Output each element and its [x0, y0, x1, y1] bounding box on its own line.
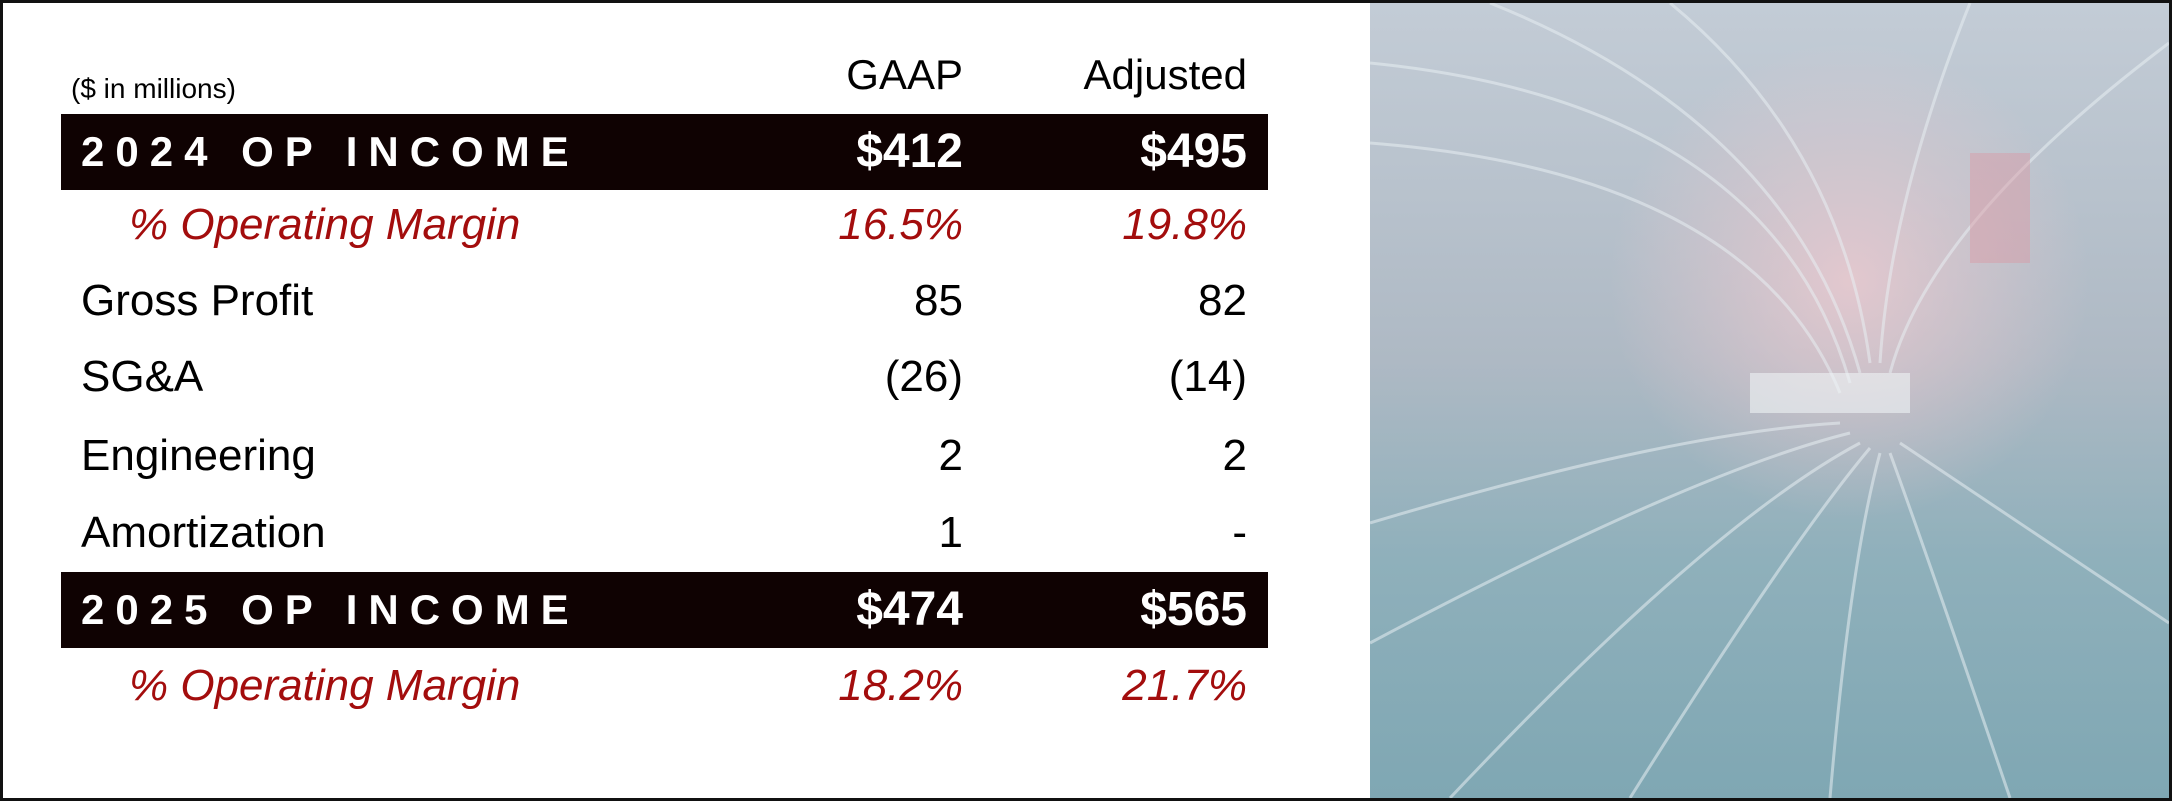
adjusted-value: (14) [1168, 352, 1247, 401]
total-row: 2024 OP INCOME $412 $495 [61, 114, 1268, 190]
gaap-value: 18.2% [838, 661, 963, 710]
column-header: Adjusted [1083, 51, 1247, 98]
adjusted-value: 82 [1198, 276, 1247, 325]
row-label: Gross Profit [81, 276, 314, 325]
adjusted-value: - [1232, 508, 1247, 557]
total-row: 2025 OP INCOME $474 $565 [61, 572, 1268, 648]
row-label: Amortization [81, 508, 326, 557]
adjusted-value: $495 [1140, 125, 1247, 178]
margin-row: % Operating Margin 16.5% 19.8% [61, 187, 1268, 263]
gaap-value: 16.5% [838, 200, 963, 249]
gaap-value: 2 [938, 431, 963, 480]
bridge-row: Engineering 2 2 [61, 418, 1268, 494]
adjusted-value: 2 [1222, 431, 1247, 480]
units-note: ($ in millions) [71, 73, 236, 104]
decorative-photo [1370, 3, 2169, 798]
gaap-value: 1 [938, 508, 963, 557]
row-label: SG&A [81, 352, 204, 401]
gaap-value: $412 [856, 125, 963, 178]
bridge-row: Amortization 1 - [61, 495, 1268, 571]
margin-row: % Operating Margin 18.2% 21.7% [61, 648, 1268, 724]
row-label: 2024 OP INCOME [81, 128, 580, 175]
bridge-row: SG&A (26) (14) [61, 339, 1268, 415]
row-label: Engineering [81, 431, 316, 480]
column-header: GAAP [846, 51, 963, 98]
adjusted-value: $565 [1140, 583, 1247, 636]
row-label: % Operating Margin [129, 661, 521, 710]
gaap-value: $474 [856, 583, 963, 636]
row-label: 2025 OP INCOME [81, 586, 580, 633]
bridge-row: Gross Profit 85 82 [61, 263, 1268, 339]
gaap-value: (26) [884, 352, 963, 401]
gaap-value: 85 [914, 276, 963, 325]
adjusted-value: 19.8% [1122, 200, 1247, 249]
row-label: % Operating Margin [129, 200, 521, 249]
adjusted-value: 21.7% [1122, 661, 1247, 710]
